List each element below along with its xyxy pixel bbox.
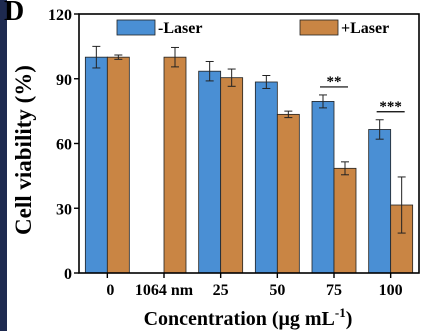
y-axis-title: Cell viability (%) bbox=[11, 65, 36, 235]
x-axis-title-close: ) bbox=[346, 308, 353, 330]
bar-minus-laser bbox=[84, 56, 108, 274]
x-tick-label: 50 bbox=[269, 282, 285, 299]
plot-frame bbox=[78, 13, 420, 274]
bars-layer bbox=[84, 56, 414, 274]
legend-swatch bbox=[116, 19, 156, 36]
bar-minus-laser bbox=[368, 129, 392, 274]
x-axis-title-superscript: -1 bbox=[335, 305, 346, 320]
legend: -Laser +Laser bbox=[116, 19, 389, 37]
bar-plus-laser bbox=[163, 56, 187, 274]
y-tick-label: 90 bbox=[56, 72, 72, 89]
significance-layer: ***** bbox=[320, 74, 405, 115]
panel-label: D bbox=[4, 0, 24, 27]
x-axis-title-main: Concentration (μg mL bbox=[144, 308, 335, 330]
bar-plus-laser bbox=[333, 167, 357, 274]
y-axis-ticks: 0 30 60 90 120 bbox=[48, 7, 79, 283]
y-tick-label: 0 bbox=[64, 266, 72, 283]
x-axis-ticks: 0 1064 nm 25 50 75 100 bbox=[106, 273, 403, 299]
y-tick-label: 30 bbox=[56, 201, 72, 218]
bar-minus-laser bbox=[254, 81, 278, 274]
panel-frame-edge bbox=[0, 0, 7, 331]
x-tick-label: 100 bbox=[379, 282, 403, 299]
error-bars-layer bbox=[92, 45, 406, 234]
legend-label: +Laser bbox=[341, 20, 389, 37]
significance-label: *** bbox=[379, 99, 402, 115]
significance-label: ** bbox=[327, 74, 342, 90]
x-tick-label: 0 bbox=[106, 282, 114, 299]
bar-minus-laser bbox=[311, 101, 335, 274]
legend-label: -Laser bbox=[158, 20, 202, 37]
y-tick-label: 60 bbox=[56, 137, 72, 154]
bar-plus-laser bbox=[220, 77, 244, 274]
bar-plus-laser bbox=[106, 56, 130, 274]
bar-plus-laser bbox=[276, 113, 300, 274]
x-tick-label: 25 bbox=[213, 282, 229, 299]
y-tick-label: 120 bbox=[48, 7, 72, 24]
x-tick-label: 1064 nm bbox=[135, 282, 194, 299]
bar-minus-laser bbox=[198, 70, 222, 274]
x-axis-title: Concentration (μg mL-1) bbox=[144, 305, 353, 330]
legend-swatch bbox=[299, 19, 339, 36]
x-tick-label: 75 bbox=[326, 282, 342, 299]
